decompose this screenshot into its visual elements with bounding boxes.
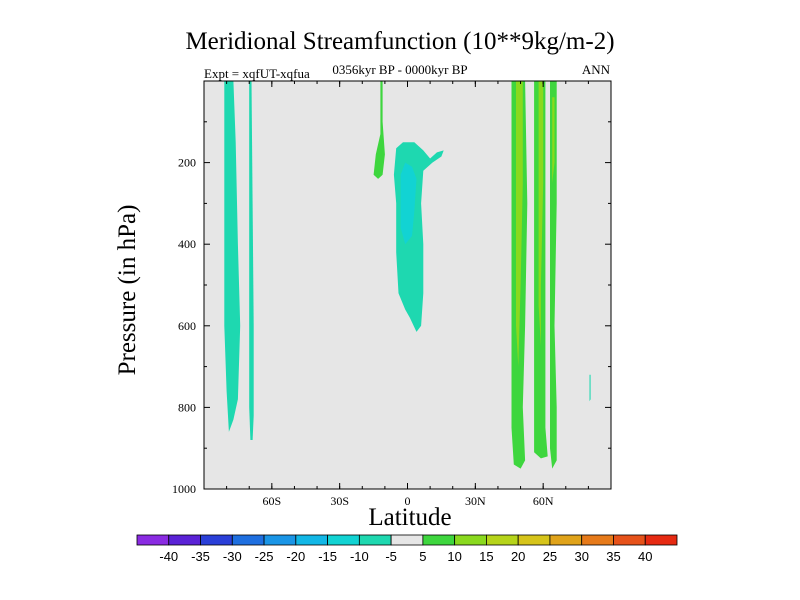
colorbar-swatch: [263, 534, 297, 546]
contour-nh-band-a-inner: [516, 81, 523, 367]
colorbar-label: 10: [447, 549, 461, 564]
experiment-label: Expt = xqfUT-xqfua: [204, 66, 310, 81]
contour-nh-band-c: [550, 81, 557, 469]
colorbar-label: -30: [223, 549, 242, 564]
y-tick-label: 400: [178, 237, 196, 251]
chart-title: Meridional Streamfunction (10**9kg/m-2): [185, 28, 615, 55]
colorbar-label: 20: [511, 549, 525, 564]
contour-equatorial-core: [400, 162, 417, 245]
plot-area: [204, 81, 611, 489]
colorbar-label: 5: [419, 549, 426, 564]
x-tick-label: 30N: [465, 494, 486, 508]
colorbar-label: -40: [159, 549, 178, 564]
x-tick-label: 60N: [533, 494, 554, 508]
colorbar: -40 -35 -30 -25 -20 -15 -10 -5 5 10 15 20 25 30 35 40: [136, 534, 678, 564]
colorbar-label: -25: [255, 549, 274, 564]
colorbar-swatch: [517, 534, 551, 546]
colorbar-swatch: [613, 534, 646, 546]
colorbar-swatch: [581, 534, 614, 546]
colorbar-swatch: [200, 534, 233, 546]
colorbar-swatch: [454, 534, 487, 546]
contour-nh-band-c-inner: [552, 97, 555, 183]
y-tick-label: 200: [178, 156, 196, 170]
colorbar-label: -15: [318, 549, 337, 564]
x-axis-label: Latitude: [368, 504, 452, 531]
contour-sh-tropics-upper: [373, 81, 385, 179]
y-tick-label: 1000: [172, 482, 196, 496]
y-tick-label: 600: [178, 319, 196, 333]
colorbar-label: 35: [606, 549, 620, 564]
x-tick-label: 60S: [262, 494, 281, 508]
colorbar-label: -35: [191, 549, 210, 564]
colorbar-label: 25: [543, 549, 557, 564]
colorbar-label: 15: [479, 549, 493, 564]
colorbar-swatch: [390, 534, 424, 546]
colorbar-swatch: [422, 534, 456, 546]
colorbar-label: 40: [638, 549, 652, 564]
colorbar-label: -10: [350, 549, 369, 564]
x-tick-label: 30S: [330, 494, 349, 508]
colorbar-swatch: [327, 534, 360, 546]
colorbar-label: -5: [385, 549, 397, 564]
chart-subtitle: 0356kyr BP - 0000kyr BP: [332, 62, 468, 77]
colorbar-swatch: [644, 534, 678, 546]
colorbar-swatch: [549, 534, 583, 546]
contour-sh-high-lat-left: [224, 81, 241, 432]
contour-nh-high-lat-sliver: [589, 374, 591, 402]
colorbar-swatch: [295, 534, 328, 546]
season-label: ANN: [581, 62, 610, 77]
axes: 60S 30S 0 30N 60N 200 400 600 800 1000: [172, 80, 612, 508]
colorbar-swatch: [168, 534, 201, 546]
y-tick-label: 800: [178, 400, 196, 414]
contour-sh-high-lat-right: [249, 81, 254, 440]
colorbar-swatch: [358, 534, 392, 546]
colorbar-swatch: [486, 534, 519, 546]
colorbar-label: 30: [574, 549, 588, 564]
colorbar-swatch: [231, 534, 265, 546]
contour-nh-band-b-inner: [538, 81, 544, 347]
x-tick-label: 0: [405, 494, 411, 508]
colorbar-swatch: [136, 534, 170, 546]
colorbar-label: -20: [286, 549, 305, 564]
